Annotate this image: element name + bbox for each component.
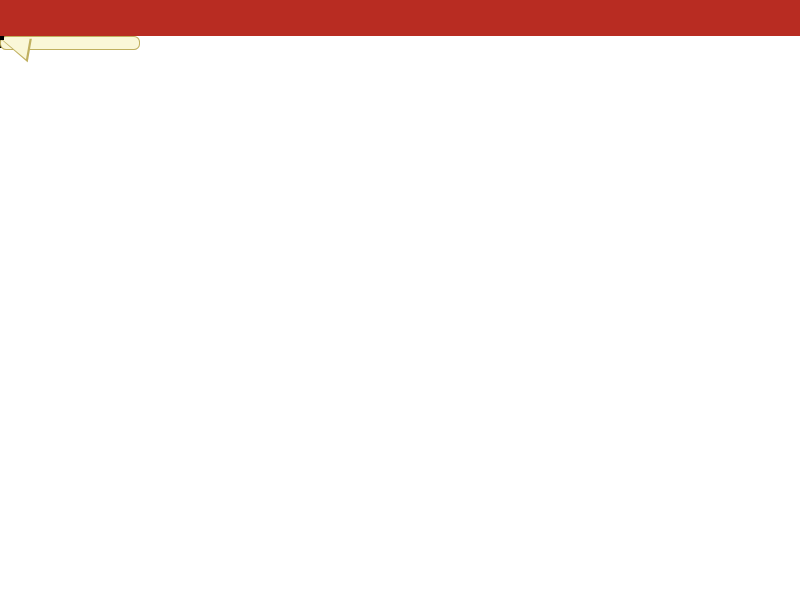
title-header (0, 0, 800, 36)
callout-pointer-fill (0, 34, 30, 60)
diagram-area (0, 36, 800, 574)
subjects-grid (0, 36, 4, 40)
